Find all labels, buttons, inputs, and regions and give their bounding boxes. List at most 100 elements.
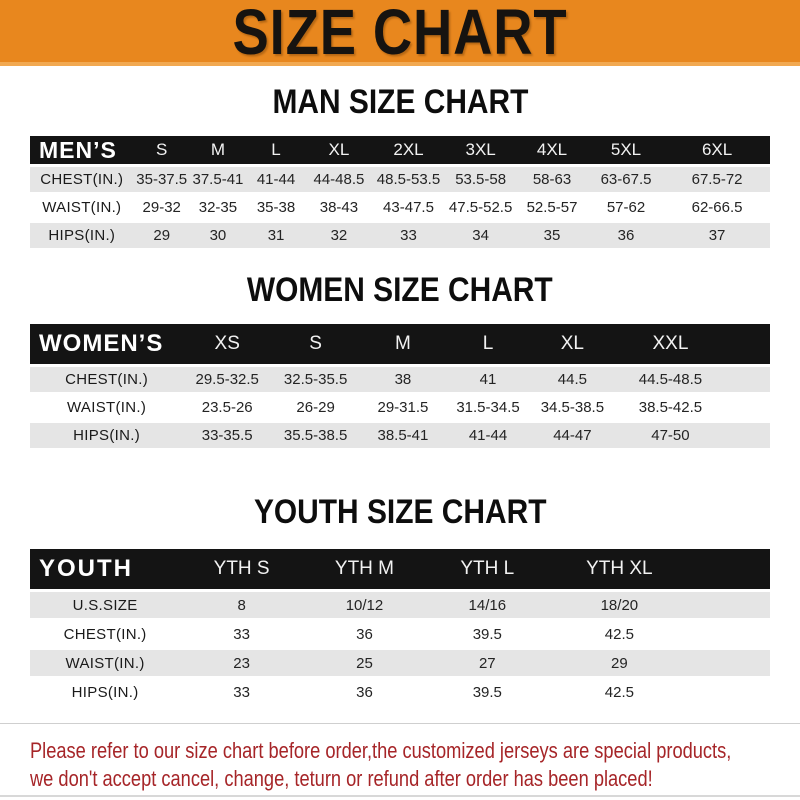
spacer-cell bbox=[690, 679, 770, 705]
size-value-cell: 63-67.5 bbox=[587, 167, 665, 192]
size-value-cell: 35.5-38.5 bbox=[271, 423, 361, 448]
men-header-row: MEN’S S M L XL 2XL 3XL 4XL 5XL 6XL bbox=[30, 136, 770, 164]
size-value-cell: 33 bbox=[180, 679, 304, 705]
youth-hips-row: HIPS(IN.) 33 36 39.5 42.5 bbox=[30, 679, 770, 705]
size-value-cell: 44.5 bbox=[530, 367, 615, 392]
size-value-cell: 33-35.5 bbox=[183, 423, 272, 448]
size-value-cell: 35-38 bbox=[246, 195, 306, 220]
size-column-header: S bbox=[271, 324, 361, 364]
spacer-cell bbox=[726, 367, 770, 392]
row-label-cell: WAIST(IN.) bbox=[30, 195, 134, 220]
youth-header-row: YOUTH YTH S YTH M YTH L YTH XL bbox=[30, 549, 770, 589]
youth-section-title: YOUTH SIZE CHART bbox=[253, 493, 547, 531]
size-value-cell: 43-47.5 bbox=[371, 195, 446, 220]
section-youth: YOUTH SIZE CHART YOUTH YTH S YTH M YTH L… bbox=[0, 495, 800, 708]
size-value-cell: 42.5 bbox=[548, 679, 691, 705]
size-value-cell: 31.5-34.5 bbox=[445, 395, 531, 420]
size-value-cell: 52.5-57 bbox=[516, 195, 588, 220]
row-label-cell: WAIST(IN.) bbox=[30, 650, 181, 676]
size-value-cell: 31 bbox=[246, 223, 306, 248]
size-value-cell: 14/16 bbox=[425, 592, 549, 618]
women-waist-row: WAIST(IN.) 23.5-26 26-29 29-31.5 31.5-34… bbox=[30, 395, 770, 420]
size-value-cell: 33 bbox=[371, 223, 446, 248]
size-column-header: XXL bbox=[614, 324, 727, 364]
size-value-cell: 44-47 bbox=[530, 423, 615, 448]
men-hips-row: HIPS(IN.) 29 30 31 32 33 34 35 36 37 bbox=[30, 223, 770, 248]
size-value-cell: 18/20 bbox=[548, 592, 691, 618]
size-column-header: YTH XL bbox=[548, 549, 691, 589]
size-value-cell: 30 bbox=[189, 223, 247, 248]
size-column-header: 6XL bbox=[664, 136, 770, 164]
footer-note: Please refer to our size chart before or… bbox=[0, 737, 800, 793]
women-size-table: WOMEN’S XS S M L XL XXL CHEST(IN.) 29.5-… bbox=[30, 321, 770, 451]
size-value-cell: 37.5-41 bbox=[189, 167, 247, 192]
size-value-cell: 38.5-41 bbox=[360, 423, 446, 448]
size-value-cell: 35 bbox=[516, 223, 588, 248]
row-label-cell: CHEST(IN.) bbox=[30, 367, 184, 392]
men-size-table: MEN’S S M L XL 2XL 3XL 4XL 5XL 6XL CHEST… bbox=[30, 133, 770, 251]
row-label-cell: WAIST(IN.) bbox=[30, 395, 184, 420]
spacer-cell bbox=[690, 592, 770, 618]
size-value-cell: 10/12 bbox=[303, 592, 426, 618]
section-men: MAN SIZE CHART MEN’S S M L XL 2XL 3XL 4X… bbox=[0, 85, 800, 251]
size-value-cell: 34.5-38.5 bbox=[530, 395, 615, 420]
size-value-cell: 47-50 bbox=[614, 423, 727, 448]
size-value-cell: 27 bbox=[425, 650, 549, 676]
size-value-cell: 29 bbox=[133, 223, 190, 248]
size-value-cell: 57-62 bbox=[587, 195, 665, 220]
size-value-cell: 38.5-42.5 bbox=[614, 395, 727, 420]
size-column-header: S bbox=[133, 136, 190, 164]
size-value-cell: 62-66.5 bbox=[664, 195, 770, 220]
footer-line-2: we don't accept cancel, change, teturn o… bbox=[30, 766, 653, 791]
size-column-header: XL bbox=[306, 136, 372, 164]
youth-group-label: YOUTH bbox=[30, 549, 181, 589]
size-value-cell: 8 bbox=[180, 592, 304, 618]
youth-chest-row: CHEST(IN.) 33 36 39.5 42.5 bbox=[30, 621, 770, 647]
size-value-cell: 47.5-52.5 bbox=[445, 195, 517, 220]
size-value-cell: 41-44 bbox=[246, 167, 306, 192]
size-value-cell: 29-31.5 bbox=[360, 395, 446, 420]
size-value-cell: 36 bbox=[303, 621, 426, 647]
women-chest-row: CHEST(IN.) 29.5-32.5 32.5-35.5 38 41 44.… bbox=[30, 367, 770, 392]
men-section-title: MAN SIZE CHART bbox=[272, 83, 528, 121]
spacer-cell bbox=[726, 395, 770, 420]
bottom-edge-line bbox=[0, 795, 800, 797]
size-column-header: YTH M bbox=[303, 549, 426, 589]
size-column-header: 4XL bbox=[516, 136, 588, 164]
size-value-cell: 38 bbox=[360, 367, 446, 392]
youth-size-table: YOUTH YTH S YTH M YTH L YTH XL U.S.SIZE … bbox=[30, 546, 770, 708]
spacer-cell bbox=[726, 423, 770, 448]
size-value-cell: 44.5-48.5 bbox=[614, 367, 727, 392]
women-hips-row: HIPS(IN.) 33-35.5 35.5-38.5 38.5-41 41-4… bbox=[30, 423, 770, 448]
row-label-cell: CHEST(IN.) bbox=[30, 621, 181, 647]
size-column-header: 5XL bbox=[587, 136, 665, 164]
size-value-cell: 41-44 bbox=[445, 423, 531, 448]
size-value-cell: 42.5 bbox=[548, 621, 691, 647]
youth-ussize-row: U.S.SIZE 8 10/12 14/16 18/20 bbox=[30, 592, 770, 618]
size-column-header: XL bbox=[530, 324, 615, 364]
size-value-cell: 39.5 bbox=[425, 679, 549, 705]
size-column-header: M bbox=[360, 324, 446, 364]
size-value-cell: 25 bbox=[303, 650, 426, 676]
size-column-header: XS bbox=[183, 324, 272, 364]
size-value-cell: 33 bbox=[180, 621, 304, 647]
size-value-cell: 35-37.5 bbox=[133, 167, 190, 192]
banner: SIZE CHART bbox=[0, 0, 800, 66]
size-value-cell: 41 bbox=[445, 367, 531, 392]
men-waist-row: WAIST(IN.) 29-32 32-35 35-38 38-43 43-47… bbox=[30, 195, 770, 220]
size-value-cell: 23 bbox=[180, 650, 304, 676]
size-value-cell: 37 bbox=[664, 223, 770, 248]
women-header-row: WOMEN’S XS S M L XL XXL bbox=[30, 324, 770, 364]
spacer-cell bbox=[726, 324, 770, 364]
youth-waist-row: WAIST(IN.) 23 25 27 29 bbox=[30, 650, 770, 676]
men-chest-row: CHEST(IN.) 35-37.5 37.5-41 41-44 44-48.5… bbox=[30, 167, 770, 192]
spacer-cell bbox=[690, 549, 770, 589]
row-label-cell: CHEST(IN.) bbox=[30, 167, 134, 192]
size-column-header: 3XL bbox=[445, 136, 517, 164]
row-label-cell: U.S.SIZE bbox=[30, 592, 181, 618]
size-column-header: 2XL bbox=[371, 136, 446, 164]
size-value-cell: 29.5-32.5 bbox=[183, 367, 272, 392]
section-women: WOMEN SIZE CHART WOMEN’S XS S M L XL XXL… bbox=[0, 273, 800, 451]
size-value-cell: 32-35 bbox=[189, 195, 247, 220]
size-value-cell: 58-63 bbox=[516, 167, 588, 192]
